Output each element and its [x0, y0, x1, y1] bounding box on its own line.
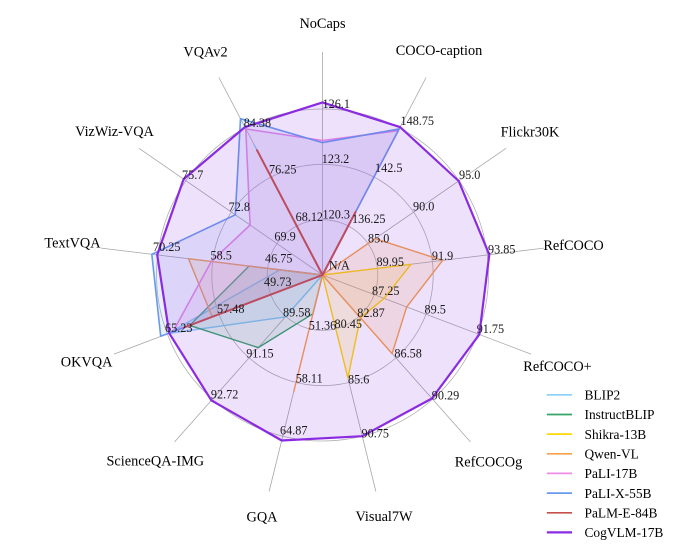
svg-text:PaLM-E-84B: PaLM-E-84B	[585, 506, 658, 521]
svg-text:93.85: 93.85	[488, 242, 515, 256]
svg-text:57.48: 57.48	[217, 302, 244, 316]
svg-text:N/A: N/A	[329, 259, 350, 273]
svg-text:123.2: 123.2	[322, 152, 349, 166]
svg-text:92.72: 92.72	[211, 388, 238, 402]
svg-text:89.5: 89.5	[425, 302, 446, 316]
svg-text:90.0: 90.0	[413, 200, 434, 214]
svg-text:76.25: 76.25	[269, 163, 296, 177]
svg-text:95.0: 95.0	[459, 168, 480, 182]
svg-text:70.25: 70.25	[153, 240, 180, 254]
svg-text:148.75: 148.75	[401, 114, 435, 128]
svg-text:75.7: 75.7	[182, 168, 203, 182]
svg-text:CogVLM-17B: CogVLM-17B	[585, 525, 664, 540]
svg-text:69.9: 69.9	[274, 230, 295, 244]
svg-text:COCO-caption: COCO-caption	[396, 43, 483, 59]
svg-text:82.87: 82.87	[357, 306, 384, 320]
svg-text:RefCOCOg: RefCOCOg	[455, 455, 523, 471]
svg-text:InstructBLIP: InstructBLIP	[585, 407, 655, 422]
svg-text:49.73: 49.73	[264, 275, 291, 289]
svg-text:RefCOCO: RefCOCO	[543, 238, 603, 254]
svg-text:RefCOCO+: RefCOCO+	[523, 359, 591, 375]
svg-text:58.5: 58.5	[211, 248, 232, 262]
svg-text:51.36: 51.36	[309, 319, 336, 333]
svg-text:BLIP2: BLIP2	[585, 388, 621, 403]
svg-text:ScienceQA-IMG: ScienceQA-IMG	[106, 454, 204, 470]
svg-text:85.6: 85.6	[348, 373, 369, 387]
svg-text:GQA: GQA	[247, 510, 279, 526]
svg-text:90.29: 90.29	[432, 389, 459, 403]
svg-text:OKVQA: OKVQA	[61, 355, 113, 371]
svg-text:84.38: 84.38	[244, 116, 271, 130]
svg-text:89.95: 89.95	[377, 255, 404, 269]
svg-text:TextVQA: TextVQA	[44, 236, 101, 252]
svg-text:142.5: 142.5	[375, 161, 402, 175]
svg-text:91.9: 91.9	[432, 249, 453, 263]
svg-text:87.25: 87.25	[372, 284, 399, 298]
svg-text:64.87: 64.87	[280, 424, 307, 438]
svg-text:68.12: 68.12	[296, 210, 323, 224]
svg-text:85.0: 85.0	[368, 232, 389, 246]
svg-text:NoCaps: NoCaps	[299, 16, 346, 32]
svg-text:58.11: 58.11	[296, 372, 323, 386]
svg-text:VizWiz-VQA: VizWiz-VQA	[75, 124, 154, 140]
svg-text:136.25: 136.25	[352, 212, 386, 226]
svg-text:90.75: 90.75	[362, 427, 389, 441]
svg-text:86.58: 86.58	[394, 347, 421, 361]
svg-text:46.75: 46.75	[265, 252, 292, 266]
svg-text:80.45: 80.45	[335, 317, 362, 331]
svg-text:72.8: 72.8	[229, 200, 250, 214]
svg-text:Shikra-13B: Shikra-13B	[585, 427, 647, 442]
svg-text:65.23: 65.23	[165, 321, 192, 335]
svg-text:89.58: 89.58	[283, 305, 310, 319]
svg-text:Flickr30K: Flickr30K	[501, 125, 560, 141]
svg-text:120.3: 120.3	[323, 208, 350, 222]
svg-text:PaLI-17B: PaLI-17B	[585, 466, 638, 481]
svg-text:VQAv2: VQAv2	[183, 45, 227, 61]
svg-text:91.75: 91.75	[477, 322, 504, 336]
svg-text:Qwen-VL: Qwen-VL	[585, 447, 639, 462]
svg-text:PaLI-X-55B: PaLI-X-55B	[585, 486, 652, 501]
svg-text:91.15: 91.15	[246, 347, 273, 361]
svg-text:Visual7W: Visual7W	[355, 509, 413, 525]
svg-text:126.1: 126.1	[323, 97, 350, 111]
